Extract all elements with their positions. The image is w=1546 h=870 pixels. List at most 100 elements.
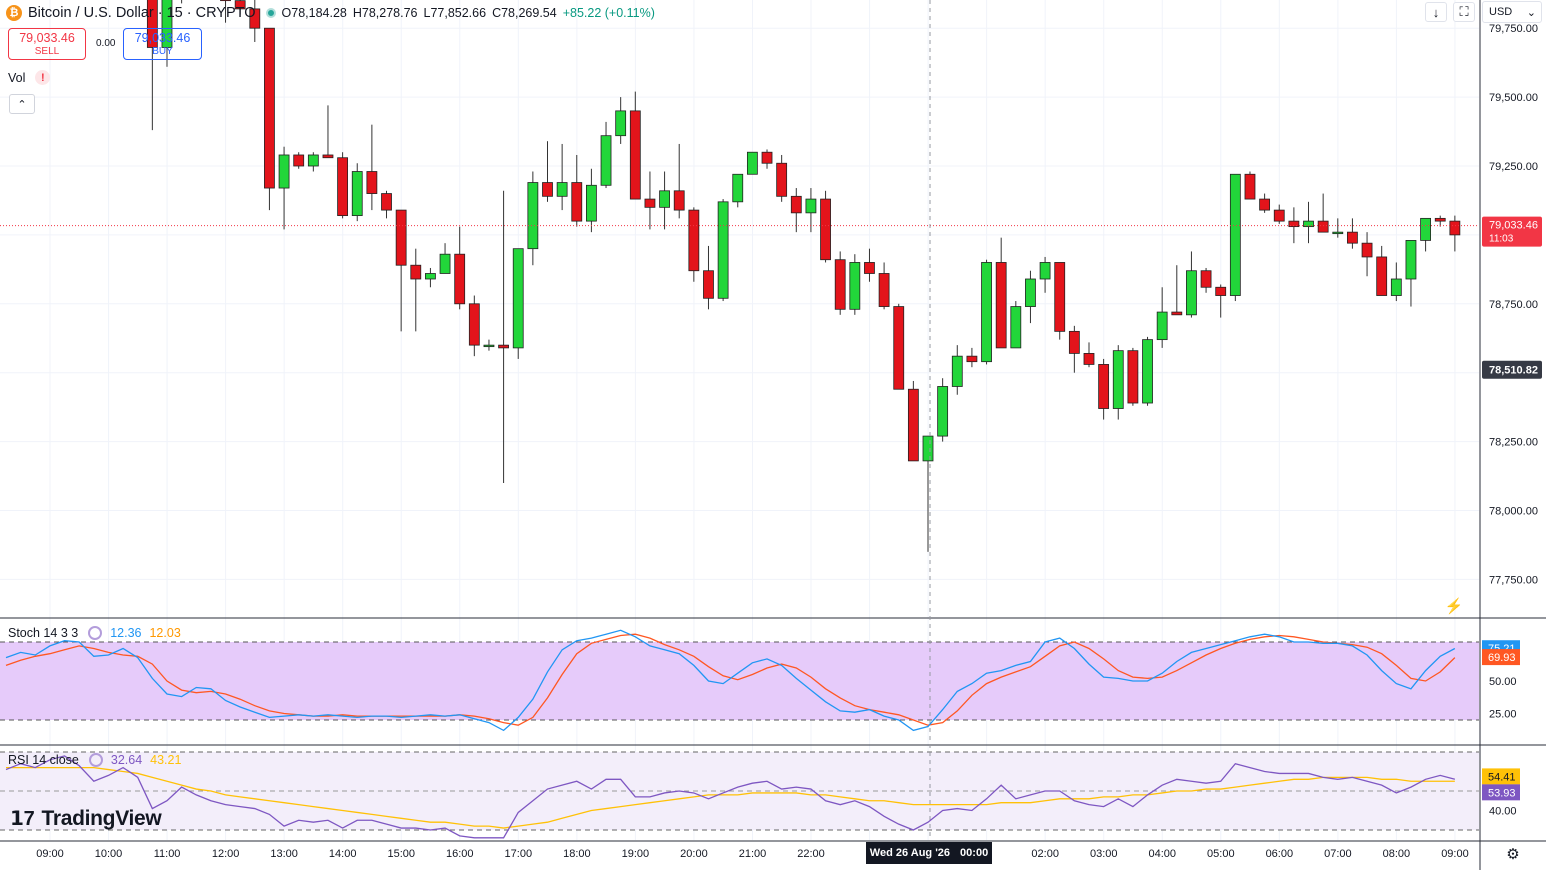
candle	[527, 182, 539, 250]
symbol-title[interactable]: Bitcoin / U.S. Dollar · 15 · CRYPTO	[28, 5, 256, 21]
candle	[498, 344, 509, 349]
rsi-line	[5, 755, 1456, 839]
candle	[732, 173, 744, 203]
candle	[893, 306, 905, 390]
candle	[454, 253, 466, 305]
rsi-legend[interactable]: RSI 14 close 32.64 43.21	[8, 753, 181, 767]
candle	[1039, 262, 1051, 280]
time-tick-label: 08:00	[1383, 848, 1411, 860]
last-price-tag: 79,033.46 11:03	[1482, 216, 1542, 247]
candle	[1186, 270, 1197, 316]
candle	[249, 8, 261, 29]
warning-icon[interactable]: !	[35, 70, 51, 85]
candle	[1083, 353, 1095, 365]
fullscreen-button[interactable]: ⛶	[1453, 2, 1475, 22]
candle	[571, 182, 583, 222]
candle	[366, 171, 378, 194]
rsi-ma-tag	[1482, 768, 1520, 785]
candle	[1390, 278, 1402, 296]
volume-legend[interactable]: Vol !	[8, 70, 51, 85]
tradingview-logo[interactable]: 𝟭7 TradingView	[10, 806, 162, 831]
candle	[1434, 217, 1446, 222]
candle	[937, 386, 949, 437]
loading-icon	[88, 753, 103, 767]
candle	[995, 262, 1007, 349]
candle	[1010, 306, 1022, 349]
candle	[981, 262, 992, 363]
stoch-label: Stoch 14 3 3	[8, 626, 79, 640]
candle	[776, 162, 788, 197]
candle	[542, 182, 553, 197]
lightning-icon[interactable]: ⚡	[1444, 598, 1464, 615]
candle	[1288, 220, 1300, 228]
candle	[439, 253, 451, 274]
time-tick-label: 15:00	[387, 848, 415, 860]
brand-name: TradingView	[41, 806, 162, 830]
currency-select[interactable]: USD ⌄	[1482, 1, 1542, 23]
last-price-label: 79,033.46	[1489, 220, 1538, 232]
candle	[337, 157, 349, 217]
candle	[1200, 270, 1212, 288]
price-tick-label: 77,750.00	[1489, 574, 1538, 586]
candle	[849, 262, 861, 310]
time-tick-label: 09:00	[36, 848, 64, 860]
crosshair-date: Wed 26 Aug '26	[869, 847, 951, 859]
candle	[1244, 173, 1256, 200]
currency-value: USD	[1489, 6, 1513, 18]
candle	[556, 182, 568, 197]
rsi-tag	[1482, 784, 1520, 801]
candle	[264, 27, 275, 189]
candle	[966, 355, 978, 363]
candle	[746, 151, 758, 175]
price-tick-label: 79,250.00	[1489, 161, 1538, 173]
candle	[761, 151, 773, 164]
ohlc-low: L77,852.66	[423, 6, 487, 20]
countdown-label: 11:03	[1489, 234, 1514, 245]
time-tick-label: 19:00	[622, 848, 650, 860]
settings-gear-icon[interactable]: ⚙	[1506, 846, 1520, 863]
rsi-ma-value: 43.21	[150, 753, 182, 767]
chevron-down-icon: ⌄	[1526, 6, 1536, 19]
candle	[234, 0, 246, 10]
ohlc-high: H78,278.76	[352, 6, 418, 20]
sell-button[interactable]: 79,033.46 SELL	[8, 28, 86, 60]
time-tick-label: 05:00	[1207, 848, 1235, 860]
candle	[951, 355, 963, 387]
candle	[629, 110, 641, 200]
candle	[278, 154, 290, 189]
last-price-bg	[1482, 216, 1542, 247]
crosshair-date-label: Wed 26 Aug '26 00:00	[866, 842, 992, 864]
rsi-ma-tag-label: 54.41	[1488, 771, 1516, 783]
buy-price: 79,033.46	[134, 31, 191, 45]
price-tick-label: 79,750.00	[1489, 23, 1538, 35]
download-button[interactable]: ↓	[1425, 2, 1447, 22]
stoch-legend[interactable]: Stoch 14 3 3 12.36 12.03	[8, 626, 181, 640]
chevron-up-icon: ⌃	[17, 98, 27, 111]
candle	[1054, 262, 1066, 332]
candle	[615, 110, 627, 137]
time-tick-label: 06:00	[1266, 848, 1294, 860]
crosshair-price-bg	[1482, 360, 1542, 379]
tradingview-mark-icon: 𝟭7	[10, 808, 35, 830]
candle	[425, 273, 436, 280]
price-axis: 77,750.0078,000.0078,250.0078,500.0078,7…	[1489, 23, 1538, 586]
sell-label: SELL	[34, 46, 60, 57]
candle	[907, 388, 919, 462]
candle	[644, 198, 656, 208]
buy-button[interactable]: 79,033.46 BUY	[123, 28, 202, 60]
market-status-icon[interactable]	[265, 8, 276, 18]
rsi-tag-label: 53.93	[1488, 787, 1516, 799]
time-tick-label: 16:00	[446, 848, 474, 860]
time-tick-label: 03:00	[1090, 848, 1118, 860]
stoch-d-tag	[1482, 649, 1520, 666]
time-tick-label: 12:00	[212, 848, 240, 860]
candle	[1112, 350, 1124, 409]
rsi-tick-label: 40.00	[1489, 806, 1517, 818]
candle	[600, 135, 612, 186]
candle	[1347, 231, 1358, 244]
candle	[1229, 173, 1241, 296]
rsi-ma-line	[6, 766, 1455, 829]
time-tick-label: 04:00	[1148, 848, 1176, 860]
collapse-legend-button[interactable]: ⌃	[9, 94, 35, 114]
